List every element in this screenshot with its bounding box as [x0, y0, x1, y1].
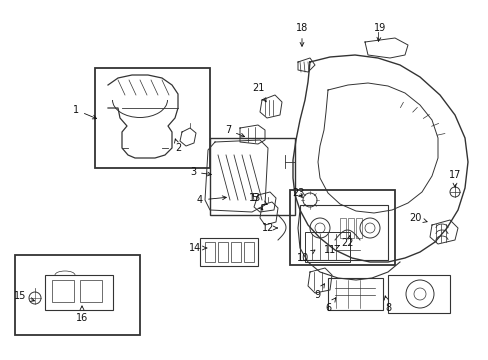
Bar: [387, 275, 449, 313]
Text: 6: 6: [324, 298, 335, 313]
Text: 20: 20: [408, 213, 427, 223]
Text: 16: 16: [76, 306, 88, 323]
Text: 10: 10: [296, 250, 314, 263]
Text: 18: 18: [295, 23, 307, 46]
Text: 4: 4: [197, 195, 226, 205]
Bar: [289, 190, 394, 265]
Bar: [347, 218, 353, 238]
Text: 23: 23: [291, 188, 304, 198]
Bar: [209, 138, 294, 215]
Bar: [218, 242, 227, 262]
Text: 11: 11: [323, 245, 339, 255]
Text: 22: 22: [341, 235, 353, 248]
Bar: [45, 275, 113, 310]
Text: 7: 7: [224, 125, 244, 137]
Bar: [15, 255, 140, 335]
Text: 1: 1: [73, 105, 97, 119]
Text: 15: 15: [14, 291, 35, 301]
Bar: [52, 280, 74, 302]
Text: 3: 3: [189, 167, 211, 177]
Bar: [339, 218, 346, 238]
Text: 17: 17: [448, 170, 460, 187]
Text: 2: 2: [174, 139, 181, 153]
Bar: [305, 232, 349, 262]
Bar: [204, 242, 215, 262]
Bar: [327, 278, 382, 310]
Bar: [80, 280, 102, 302]
Text: 9: 9: [313, 284, 324, 300]
Text: 13: 13: [248, 193, 266, 204]
Bar: [230, 242, 241, 262]
Text: 5: 5: [250, 193, 262, 210]
Text: 8: 8: [384, 296, 390, 313]
Bar: [244, 242, 253, 262]
Text: 21: 21: [251, 83, 265, 102]
Text: 12: 12: [261, 223, 277, 233]
Bar: [355, 218, 361, 238]
Text: 19: 19: [373, 23, 386, 41]
Bar: [200, 238, 258, 266]
Bar: [95, 68, 209, 168]
Text: 14: 14: [188, 243, 206, 253]
Bar: [299, 205, 387, 260]
